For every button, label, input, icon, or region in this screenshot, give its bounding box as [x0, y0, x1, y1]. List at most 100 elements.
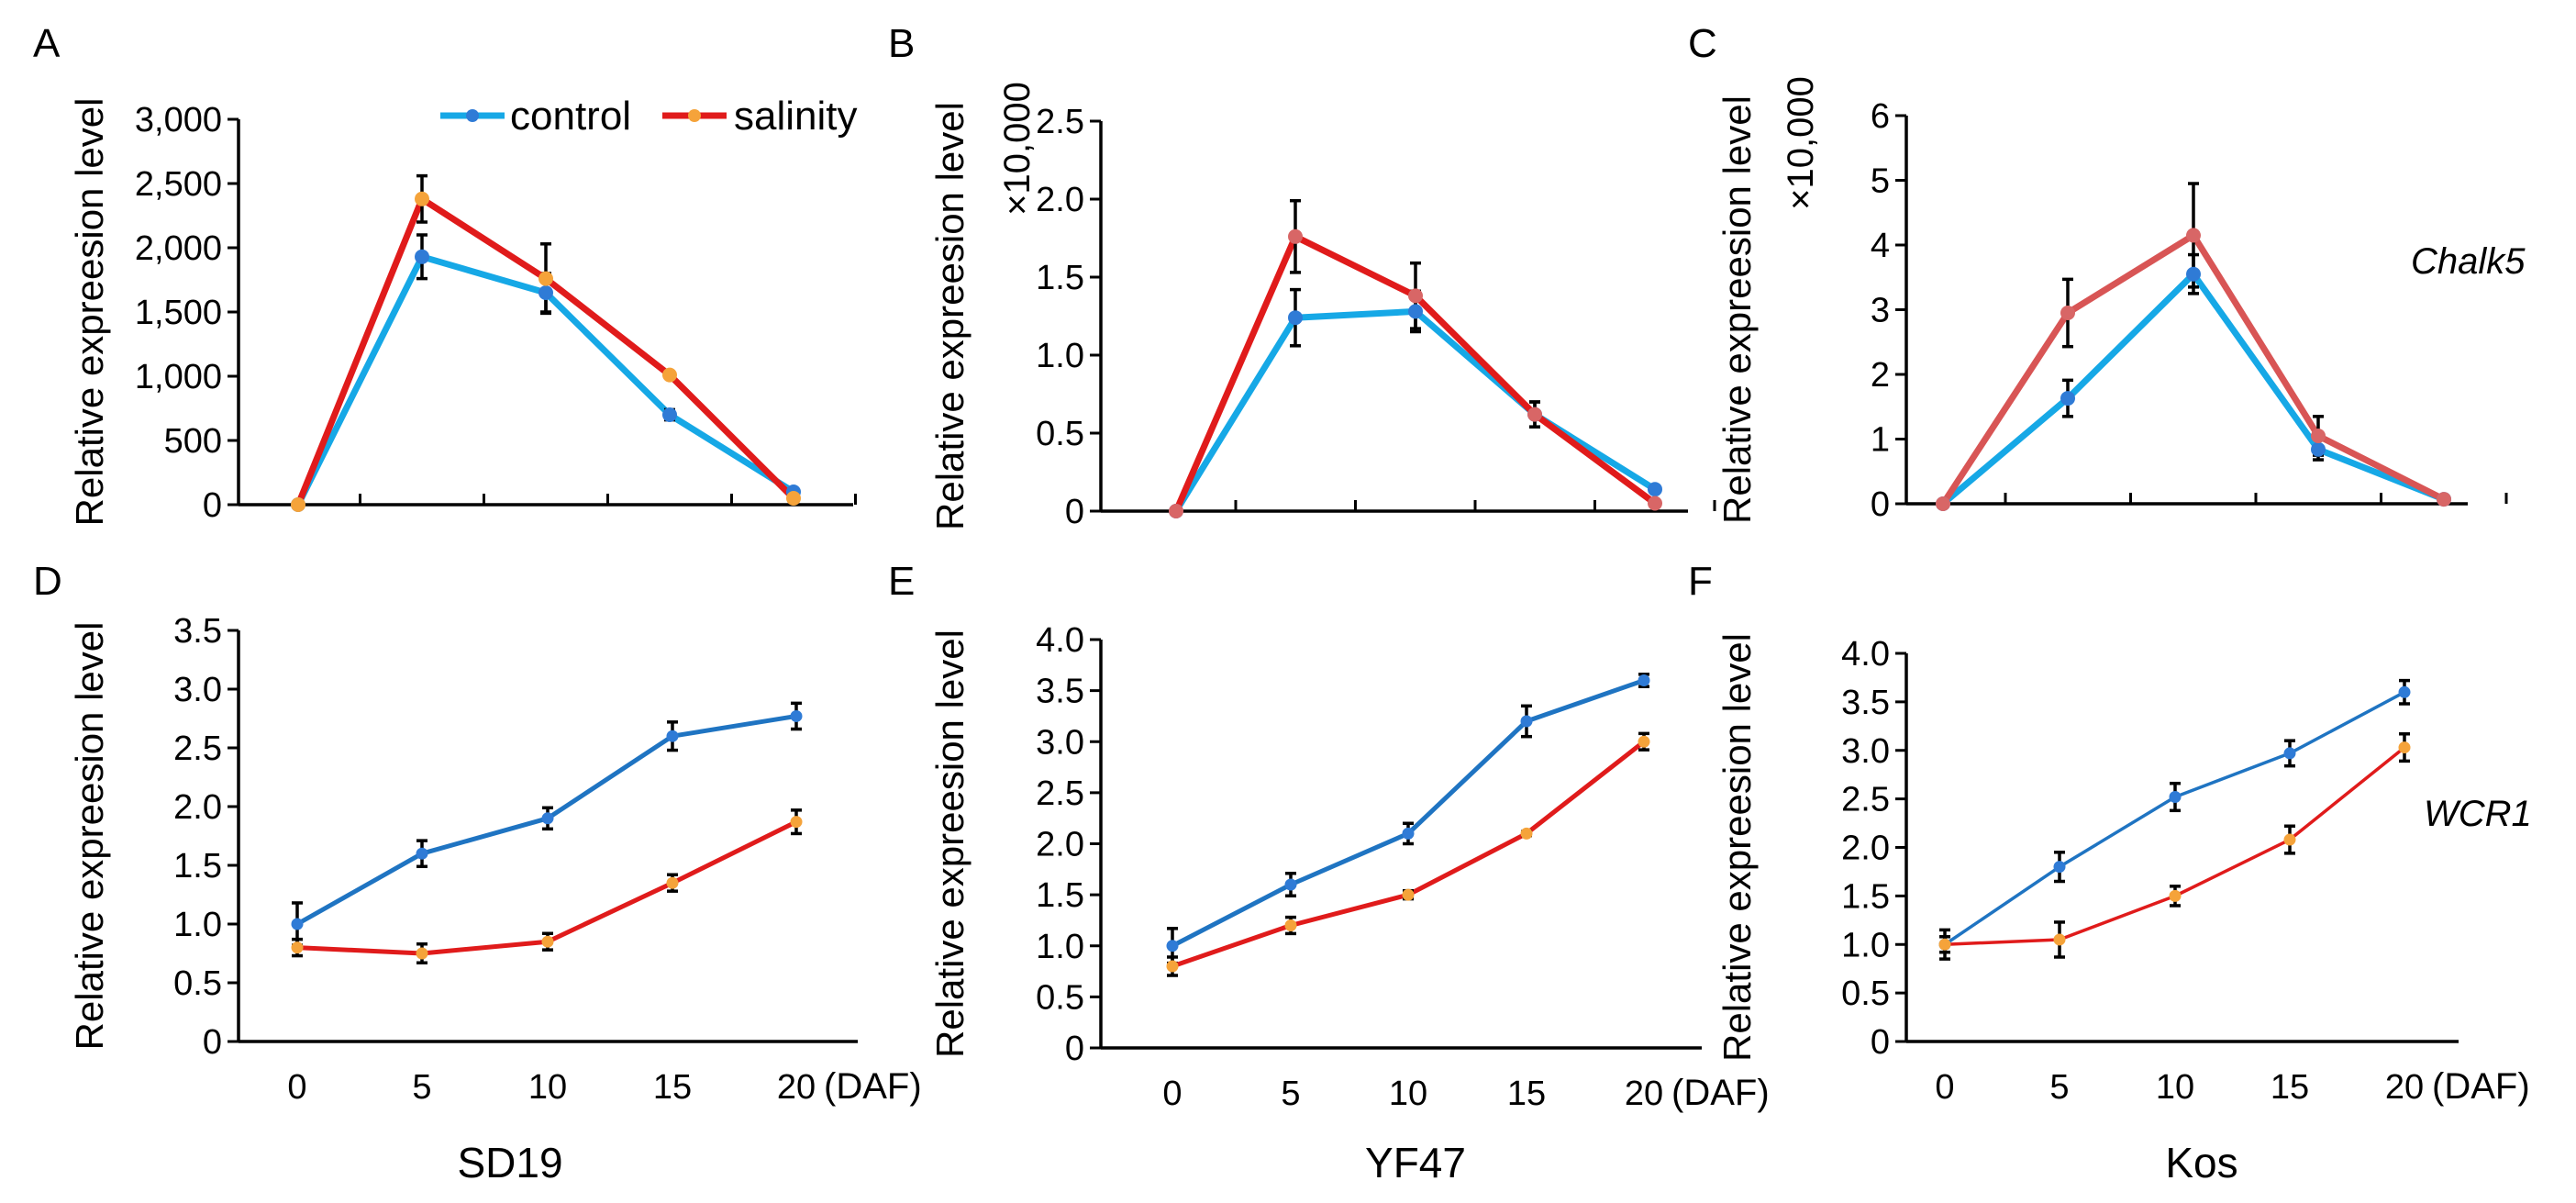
y-tick-label: 2.0 [1841, 830, 1890, 868]
data-point-salinity [1938, 938, 1951, 951]
legend-salinity-marker [688, 109, 701, 122]
data-point-salinity [291, 941, 304, 954]
y-tick-label: 0 [1871, 1023, 1890, 1062]
data-point-control [2283, 747, 2296, 760]
strain-label-yf47: YF47 [1365, 1139, 1466, 1186]
strain-label-sd19: SD19 [457, 1139, 562, 1186]
y-tick-label: 3.0 [1036, 723, 1084, 762]
data-point-control [662, 407, 677, 422]
y-tick-label: 2 [1871, 356, 1890, 395]
data-point-salinity [1288, 228, 1303, 244]
x-tick-label: 10 [528, 1068, 567, 1107]
y-tick-label: 5 [1871, 162, 1890, 201]
panel-b-chart: 0 0.5 1.0 1.5 2.0 2.5 Relative expreesion leve… [928, 82, 1716, 531]
x-tick-label: 20 [777, 1068, 816, 1107]
data-point-salinity [1638, 735, 1650, 748]
x-tick-label: 20 [2385, 1068, 2424, 1107]
legend: control salinity [440, 94, 858, 139]
y-tick-label: 1.0 [1841, 926, 1890, 964]
x-tick-label: 5 [412, 1068, 431, 1107]
y-tick-label: 2.5 [1841, 781, 1890, 819]
y-tick-label: 2.0 [173, 788, 222, 827]
y-axis-multiplier: ×10,000 [997, 82, 1038, 216]
data-point-salinity [1936, 496, 1950, 511]
data-point-salinity [291, 497, 305, 512]
data-point-control [541, 812, 554, 825]
x-tick-label: 5 [1281, 1075, 1300, 1113]
data-point-control [1520, 715, 1533, 728]
data-point-control [1408, 304, 1423, 319]
data-point-salinity [541, 935, 554, 948]
y-tick-label: 2,000 [135, 229, 222, 268]
y-tick-label: 0.5 [1036, 978, 1084, 1017]
y-tick-label: 2.5 [173, 730, 222, 768]
x-tick-label: 10 [1389, 1075, 1427, 1113]
y-tick-label: 1.5 [1036, 259, 1084, 297]
y-axis-title: Relative expreesion level [1715, 95, 1759, 524]
series-line-control [1171, 678, 1645, 948]
y-tick-label: 3.0 [173, 671, 222, 709]
y-tick-label: 2.5 [1036, 774, 1084, 813]
y-tick-label: 1.5 [173, 847, 222, 886]
y-axis-title: Relative expreesion level [68, 622, 111, 1051]
legend-control-marker [466, 109, 479, 122]
panel-letter-d: D [33, 559, 62, 604]
y-axis-title: Relative expreesion level [68, 98, 111, 527]
y-tick-label: 6 [1871, 97, 1890, 136]
panel-a-chart: 0 500 1,000 1,500 2,000 2,500 3,000 Relative ex… [68, 98, 857, 527]
y-tick-label: 3.5 [1036, 673, 1084, 711]
gene-label-wcr1: WCR1 [2424, 794, 2532, 834]
panel-letter-a: A [33, 21, 61, 66]
data-point-control [790, 709, 803, 722]
y-tick-label: 0 [203, 1023, 222, 1062]
data-point-salinity [2283, 833, 2296, 846]
y-tick-label: 2.5 [1036, 103, 1084, 141]
series-line-salinity [1171, 740, 1646, 969]
x-tick-label: 0 [1162, 1075, 1182, 1113]
data-point-control [1648, 482, 1662, 497]
y-tick-label: 1.5 [1841, 877, 1890, 916]
data-point-salinity [1284, 919, 1297, 931]
data-point-control [1402, 827, 1415, 840]
x-tick-label: 0 [287, 1068, 306, 1107]
y-tick-label: 4.0 [1841, 635, 1890, 674]
y-tick-label: 0.5 [1036, 415, 1084, 453]
data-point-salinity [786, 491, 801, 506]
data-point-control [666, 730, 679, 742]
panel-letter-f: F [1688, 559, 1713, 604]
panel-f-chart: 0 0.5 1.0 1.5 2.0 2.5 3.0 3.5 4.0 0 5 10 15 20 (DAF) Re… [1715, 633, 2530, 1107]
gene-label-chalk5: Chalk5 [2411, 241, 2526, 282]
panel-letter-c: C [1688, 21, 1717, 66]
data-point-salinity [1648, 496, 1662, 511]
y-axis-title: Relative expreesion level [928, 629, 972, 1058]
data-point-control [2398, 685, 2411, 698]
data-point-control [1284, 878, 1297, 891]
data-point-salinity [1520, 827, 1533, 840]
y-tick-label: 0.5 [1841, 975, 1890, 1013]
y-axis-multiplier: ×10,000 [1781, 76, 1821, 210]
x-tick-label: 20 [1625, 1075, 1663, 1113]
data-point-salinity [2053, 933, 2066, 946]
y-tick-label: 1,000 [135, 358, 222, 396]
data-point-salinity [1402, 888, 1415, 901]
data-point-control [1638, 674, 1650, 686]
data-point-control [416, 847, 428, 860]
data-point-salinity [415, 191, 429, 206]
y-tick-label: 1 [1871, 421, 1890, 460]
data-point-salinity [1408, 288, 1423, 304]
data-point-control [2060, 391, 2075, 407]
data-point-control [2169, 791, 2182, 804]
data-point-salinity [1527, 407, 1542, 422]
y-tick-label: 3.0 [1841, 732, 1890, 771]
y-tick-label: 2.0 [1036, 826, 1084, 864]
data-point-control [2311, 441, 2326, 457]
data-point-control [291, 918, 304, 930]
data-point-control [2053, 861, 2066, 874]
data-point-salinity [416, 947, 428, 960]
data-point-salinity [2169, 889, 2182, 902]
y-tick-label: 3 [1871, 292, 1890, 330]
data-point-salinity [2060, 306, 2075, 321]
data-point-salinity [2398, 741, 2411, 754]
y-tick-label: 0.5 [173, 964, 222, 1003]
data-point-control [539, 285, 553, 300]
